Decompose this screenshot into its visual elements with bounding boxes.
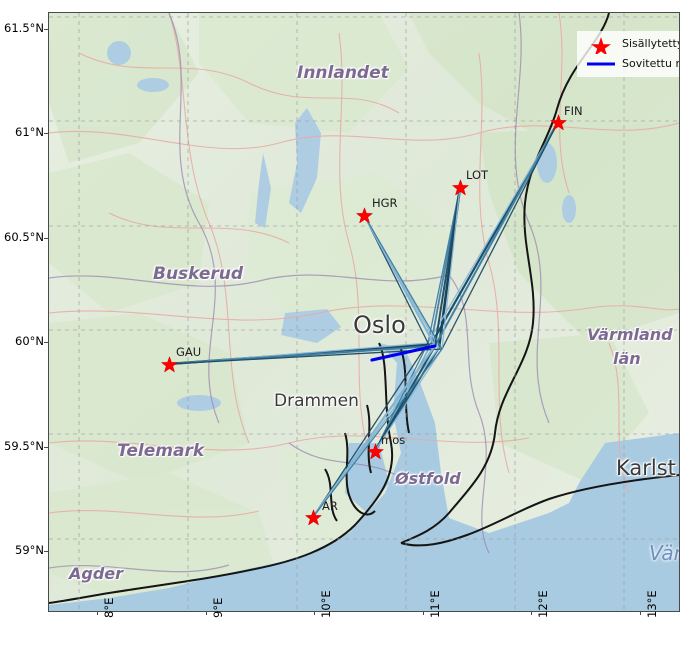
map-region-label: Värmland	[587, 325, 673, 344]
x-tick-label: 10°E	[319, 590, 334, 618]
y-tick-label: 61°N	[15, 125, 44, 140]
star-icon	[356, 207, 373, 224]
star-icon	[305, 509, 322, 526]
x-tick-mark	[422, 611, 424, 615]
star-icon	[584, 34, 618, 56]
y-tick-mark	[44, 551, 48, 553]
legend-item-observation: Sisällytetty havainto	[578, 34, 680, 56]
star-icon	[550, 114, 567, 131]
star-icon	[161, 356, 178, 373]
sightline	[434, 186, 461, 347]
station-label-hgr: HGR	[372, 196, 398, 210]
y-tick-label: 59.5°N	[4, 438, 44, 453]
sightline	[312, 345, 436, 518]
y-tick-mark	[44, 28, 48, 30]
observation-sightlines	[167, 120, 560, 518]
y-tick-mark	[44, 133, 48, 135]
station-label-mos: mos	[381, 433, 406, 447]
star-icon	[367, 443, 384, 460]
x-tick-label: 8°E	[101, 597, 116, 618]
sightline	[441, 121, 559, 350]
station-label-ar: AR	[322, 499, 338, 513]
map-region-label: Agder	[69, 564, 124, 583]
x-tick-label: 9°E	[210, 597, 225, 618]
sightline	[374, 342, 429, 452]
x-tick-label: 12°E	[536, 590, 551, 618]
sightline	[312, 348, 443, 518]
y-axis-tick-labels: 61.5°N 61°N 60.5°N 60°N 59.5°N 59°N	[0, 0, 44, 658]
star-icon	[452, 179, 469, 196]
legend-item-track: Sovitettu rata	[578, 54, 680, 74]
map-region-label: Østfold	[395, 469, 461, 488]
sightline	[427, 186, 461, 344]
sightline	[441, 186, 461, 350]
x-tick-mark	[314, 611, 316, 615]
sightline	[427, 121, 559, 344]
map-city-label: Karlst	[616, 456, 676, 480]
legend-label-observation: Sisällytetty havainto	[622, 37, 680, 50]
sightline	[312, 342, 429, 518]
map-roads	[49, 13, 679, 518]
map-water-label: Vän	[649, 541, 679, 565]
sightline	[374, 348, 443, 452]
x-tick-mark	[205, 611, 207, 615]
map-admin-boundaries	[49, 13, 550, 573]
map-axes[interactable]: Innlandet Buskerud Telemark Värmland län Østf…	[48, 12, 680, 612]
x-tick-mark	[96, 611, 98, 615]
y-tick-label: 59°N	[15, 543, 44, 558]
map-region-label: Buskerud	[153, 264, 244, 284]
station-label-lot: LOT	[466, 168, 489, 182]
x-tick-label: 13°E	[644, 590, 659, 618]
fitted-trajectory-line	[370, 344, 437, 362]
station-label-gau: GAU	[176, 345, 202, 359]
y-tick-mark	[44, 446, 48, 448]
sightline	[434, 121, 559, 347]
line-segment-icon	[584, 54, 618, 74]
x-tick-label: 11°E	[427, 590, 442, 618]
map-gridlines	[49, 13, 679, 611]
sightline	[168, 348, 443, 365]
y-tick-mark	[44, 237, 48, 239]
sightline	[363, 214, 436, 347]
map-region-label: Telemark	[117, 441, 205, 461]
sightline	[374, 345, 436, 452]
station-label-fin: FIN	[564, 104, 583, 118]
map-legend: Sisällytetty havainto Sovitettu rata	[577, 31, 680, 77]
y-tick-label: 60°N	[15, 334, 44, 349]
map-region-label: Innlandet	[297, 63, 389, 83]
y-tick-label: 60.5°N	[4, 229, 44, 244]
x-tick-mark	[531, 611, 533, 615]
y-tick-label: 61.5°N	[4, 20, 44, 35]
sightline	[363, 214, 443, 350]
map-water	[49, 41, 679, 611]
fitted-track-polyline	[370, 344, 437, 362]
map-city-label: Oslo	[353, 311, 406, 339]
y-tick-mark	[44, 342, 48, 344]
x-tick-mark	[639, 611, 641, 615]
map-city-label: Drammen	[274, 391, 359, 411]
legend-label-track: Sovitettu rata	[622, 57, 680, 70]
map-region-label: län	[613, 349, 641, 368]
